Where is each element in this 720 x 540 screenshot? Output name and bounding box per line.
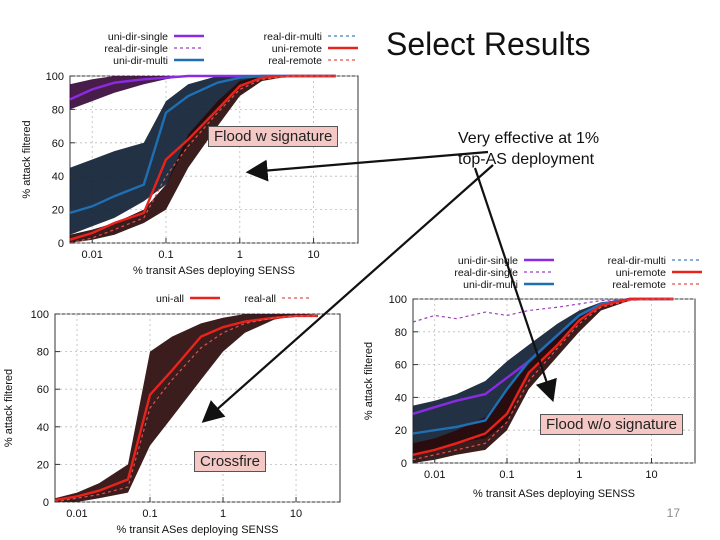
legend-label: real-all xyxy=(244,293,276,305)
y-tick-label: 60 xyxy=(37,384,49,396)
variance-band xyxy=(55,314,318,502)
x-tick-label: 0.1 xyxy=(499,469,514,481)
x-tick-label: 1 xyxy=(220,508,226,520)
label-crossfire: Crossfire xyxy=(194,451,267,472)
legend-label: uni-dir-single xyxy=(458,255,518,267)
x-tick-label: 0.1 xyxy=(142,508,157,520)
arrow-to-crossfire xyxy=(201,164,494,423)
y-tick-label: 0 xyxy=(43,497,49,509)
arrow-to-flood-sig xyxy=(245,150,489,182)
x-tick-label: 10 xyxy=(290,508,302,520)
x-tick-label: 0.1 xyxy=(158,249,173,261)
y-tick-label: 40 xyxy=(52,171,64,183)
y-tick-label: 40 xyxy=(395,392,407,404)
y-tick-label: 100 xyxy=(46,71,64,83)
y-axis-label: % attack filtered xyxy=(3,369,15,447)
x-axis-label: % transit ASes deploying SENSS xyxy=(116,524,278,536)
page-number: 17 xyxy=(666,506,680,520)
legend-label: uni-remote xyxy=(616,267,666,279)
x-axis-label: % transit ASes deploying SENSS xyxy=(133,265,295,277)
annotation-line-1: Very effective at 1% xyxy=(458,130,600,147)
label-flood-with-signature: Flood w signature xyxy=(208,126,339,147)
series-line-uni-remote xyxy=(412,297,674,456)
chart-bottom-left: 0 20 40 60 80 100 0.01 0.1 1 10 % transit ASes dep… xyxy=(3,293,341,536)
x-tick-label: 0.01 xyxy=(82,249,103,261)
x-tick-label: 10 xyxy=(645,469,657,481)
y-tick-label: 60 xyxy=(52,138,64,150)
x-axis-label: % transit ASes deploying SENSS xyxy=(473,488,635,500)
series-line-real-remote xyxy=(69,75,336,244)
y-tick-label: 0 xyxy=(401,458,407,470)
legend-label: real-dir-single xyxy=(454,267,518,279)
arrow-to-flood-nosig xyxy=(473,167,557,403)
x-tick-label: 0.01 xyxy=(66,508,87,520)
legend-label: uni-dir-multi xyxy=(463,279,518,291)
y-tick-label: 80 xyxy=(52,104,64,116)
y-tick-label: 20 xyxy=(37,459,49,471)
legend-label: real-dir-multi xyxy=(264,31,322,43)
y-tick-label: 80 xyxy=(37,347,49,359)
chart-top-left: 0 20 40 60 80 100 0.01 0.1 1 10 % transit ASes dep… xyxy=(21,31,359,277)
y-axis-label: % attack filtered xyxy=(363,342,375,420)
series-line-uni-remote xyxy=(69,74,336,241)
variance-band xyxy=(413,299,674,455)
series-line-real-all xyxy=(54,315,318,503)
legend-label: real-dir-single xyxy=(104,43,168,55)
variance-band xyxy=(70,76,336,235)
annotation-line-2: top-AS deployment xyxy=(458,151,595,168)
y-axis-label: % attack filtered xyxy=(21,120,33,198)
legend-label: uni-all xyxy=(156,293,184,305)
annotation-arrows xyxy=(201,150,557,423)
x-tick-label: 10 xyxy=(307,249,319,261)
legend-label: real-remote xyxy=(268,55,322,67)
legend-label: uni-dir-single xyxy=(108,31,168,43)
y-tick-label: 40 xyxy=(37,422,49,434)
label-flood-without-signature: Flood w/o signature xyxy=(540,414,683,435)
y-tick-label: 20 xyxy=(52,205,64,217)
legend-label: uni-dir-multi xyxy=(113,55,168,67)
y-tick-label: 0 xyxy=(58,238,64,250)
variance-band xyxy=(70,76,336,110)
legend-label: real-dir-multi xyxy=(608,255,666,267)
x-tick-label: 0.01 xyxy=(424,469,445,481)
annotation-note: Very effective at 1% top-AS deployment xyxy=(458,128,599,170)
x-tick-label: 1 xyxy=(576,469,582,481)
y-tick-label: 80 xyxy=(395,327,407,339)
x-tick-label: 1 xyxy=(237,249,243,261)
y-tick-label: 100 xyxy=(31,309,49,321)
chart-bottom-right: 0 20 40 60 80 100 0.01 0.1 1 10 % transit ASes dep… xyxy=(363,255,702,500)
legend-label: uni-remote xyxy=(272,43,322,55)
y-tick-label: 60 xyxy=(395,360,407,372)
legend-label: real-remote xyxy=(612,279,666,291)
y-tick-label: 20 xyxy=(395,425,407,437)
slide-title: Select Results xyxy=(386,26,591,62)
y-tick-label: 100 xyxy=(389,294,407,306)
